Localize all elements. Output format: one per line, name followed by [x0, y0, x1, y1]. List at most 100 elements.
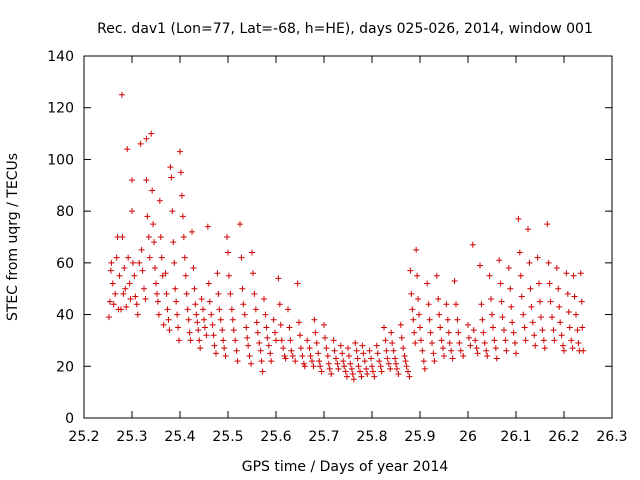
data-point	[556, 303, 563, 310]
data-point	[173, 298, 180, 305]
data-point	[405, 368, 411, 375]
data-point	[371, 373, 378, 380]
data-point	[566, 324, 573, 331]
data-point	[175, 324, 182, 331]
data-point	[427, 329, 434, 336]
data-point	[488, 296, 495, 303]
data-point	[200, 306, 207, 313]
data-point	[378, 368, 385, 375]
data-point	[169, 208, 176, 215]
data-point	[142, 296, 149, 303]
data-point	[170, 239, 177, 246]
data-point	[151, 239, 158, 246]
data-point	[182, 272, 189, 279]
plot-area-frame	[83, 55, 613, 419]
data-point	[335, 365, 342, 372]
data-point	[328, 371, 335, 378]
data-point	[537, 298, 543, 305]
data-point	[525, 226, 531, 233]
data-point	[438, 337, 445, 344]
data-point	[203, 332, 210, 339]
data-point	[225, 272, 232, 279]
data-point	[454, 316, 461, 323]
data-point	[341, 363, 348, 370]
data-point	[403, 363, 410, 370]
data-point	[465, 321, 471, 328]
data-point	[510, 329, 517, 336]
data-point	[484, 352, 491, 359]
data-point	[251, 290, 258, 297]
data-point	[120, 290, 127, 297]
data-point	[246, 352, 253, 359]
data-point	[264, 334, 271, 341]
data-point	[470, 327, 477, 334]
data-point	[342, 368, 349, 375]
data-point	[117, 306, 124, 313]
data-point	[205, 280, 212, 287]
data-point	[560, 342, 567, 349]
data-point	[407, 267, 414, 274]
data-point	[129, 208, 135, 215]
data-point	[306, 345, 313, 352]
data-point	[574, 327, 581, 334]
data-point	[498, 298, 505, 305]
data-point	[245, 342, 252, 349]
data-point	[456, 340, 463, 347]
data-point	[457, 347, 464, 354]
data-point	[160, 321, 167, 328]
data-point	[317, 363, 324, 370]
data-point	[145, 234, 152, 240]
data-point	[141, 285, 147, 292]
data-point	[516, 249, 523, 256]
data-point	[382, 337, 389, 344]
data-point	[436, 311, 443, 318]
data-point	[187, 337, 194, 344]
data-point	[413, 246, 420, 253]
data-point	[425, 301, 432, 308]
data-point	[201, 316, 207, 323]
data-point	[237, 221, 243, 228]
data-point	[333, 355, 339, 362]
data-point	[421, 365, 428, 372]
data-point	[239, 285, 246, 292]
data-point	[267, 350, 274, 357]
y-tick-label: 60	[56, 256, 74, 272]
data-point	[366, 347, 373, 354]
data-point	[374, 350, 381, 357]
data-point	[288, 347, 295, 354]
data-point	[402, 358, 409, 365]
data-point	[435, 296, 442, 303]
data-point	[105, 314, 112, 321]
data-point	[467, 342, 474, 349]
data-point	[477, 262, 483, 269]
data-point	[489, 311, 495, 318]
data-point	[222, 352, 229, 359]
data-point	[315, 350, 322, 357]
data-point	[318, 368, 325, 375]
data-point	[129, 177, 135, 184]
data-point	[150, 221, 157, 228]
data-point	[168, 174, 175, 181]
data-point	[219, 327, 226, 334]
data-point	[277, 321, 284, 328]
data-point	[376, 358, 383, 365]
data-point	[297, 345, 304, 352]
data-point	[225, 249, 231, 256]
data-point	[177, 148, 183, 155]
data-point	[126, 280, 133, 287]
data-point	[198, 296, 205, 303]
data-point	[347, 360, 354, 367]
data-point	[478, 301, 485, 308]
data-point	[339, 350, 346, 357]
data-point	[143, 177, 150, 184]
data-point	[229, 316, 236, 323]
data-point	[541, 345, 548, 352]
data-point	[444, 316, 451, 323]
data-point	[323, 345, 330, 352]
data-point	[265, 342, 272, 349]
data-point	[497, 280, 504, 287]
data-point	[286, 324, 293, 331]
data-point	[355, 363, 362, 370]
data-point	[296, 319, 303, 326]
x-tick-label: 25.2	[68, 429, 99, 445]
